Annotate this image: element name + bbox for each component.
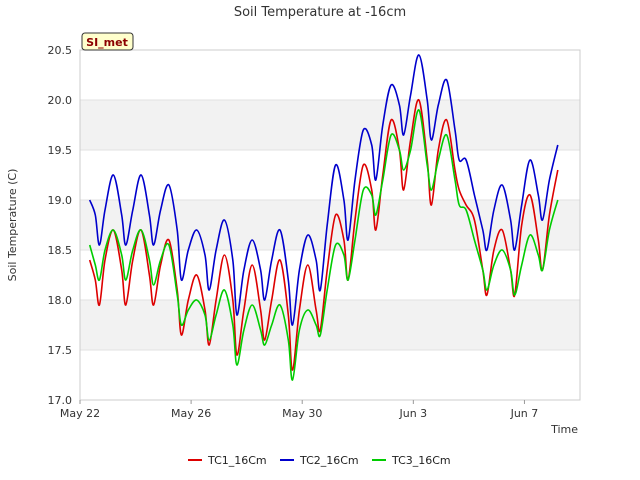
plot-band: [80, 300, 580, 350]
plot-frame: [79, 49, 581, 401]
y-axis-label: Soil Temperature (C): [6, 169, 19, 282]
legend-label: TC2_16Cm: [299, 454, 359, 467]
series-lines: [88, 54, 559, 381]
x-tick-label: May 30: [282, 407, 322, 420]
y-tick-label: 17.0: [48, 394, 73, 407]
x-tick-labels: May 22 May 26 May 30 Jun 3 Jun 7: [60, 400, 538, 420]
plot-band: [80, 100, 580, 150]
y-tick-label: 18.5: [48, 244, 73, 257]
legend-label: TC1_16Cm: [207, 454, 267, 467]
x-axis-label: Time: [550, 423, 578, 436]
x-tick-label: May 22: [60, 407, 100, 420]
y-tick-labels: 17.0 17.5 18.0 18.5 19.0 19.5 20.0 20.5: [48, 44, 73, 407]
y-tick-label: 17.5: [48, 344, 73, 357]
plot-band: [80, 350, 580, 400]
y-tick-label: 19.0: [48, 194, 73, 207]
plot-band: [80, 50, 580, 100]
plot-band: [80, 150, 580, 200]
y-tick-label: 20.5: [48, 44, 73, 57]
legend: TC1_16Cm TC2_16Cm TC3_16Cm: [188, 454, 451, 467]
x-tick-label: Jun 7: [510, 407, 539, 420]
site-badge-label: SI_met: [86, 36, 128, 49]
legend-label: TC3_16Cm: [391, 454, 451, 467]
chart-title: Soil Temperature at -16cm: [234, 5, 406, 20]
series-line-tc3_16cm: [88, 109, 559, 381]
x-tick-label: May 26: [171, 407, 211, 420]
site-badge: SI_met: [81, 32, 134, 51]
plot-background-bands: [80, 50, 580, 400]
series-line-tc2_16cm: [88, 54, 559, 326]
y-tick-label: 20.0: [48, 94, 73, 107]
y-tick-label: 19.5: [48, 144, 73, 157]
y-tick-label: 18.0: [48, 294, 73, 307]
x-tick-label: Jun 3: [398, 407, 427, 420]
site-badge-box: [81, 32, 134, 51]
